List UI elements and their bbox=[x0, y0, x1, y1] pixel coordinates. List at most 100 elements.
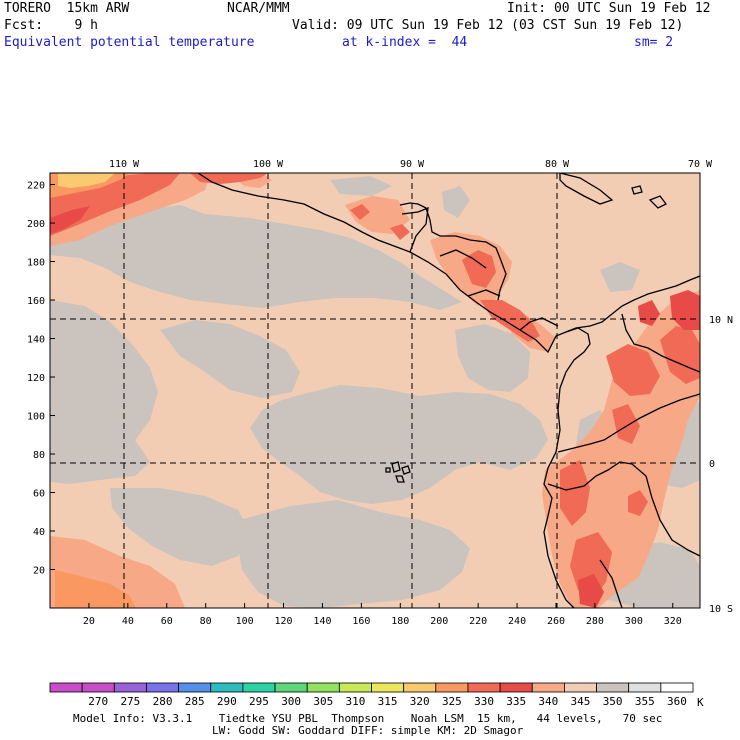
colorbar-swatch bbox=[660, 682, 694, 693]
field-shading bbox=[50, 173, 700, 608]
y-tick-label: 180 bbox=[27, 258, 45, 269]
colorbar-swatch bbox=[81, 682, 115, 693]
border-peru-bolivia bbox=[599, 559, 623, 608]
y-tick-label: 120 bbox=[27, 373, 45, 384]
colorbar-label: 335 bbox=[506, 695, 526, 708]
colorbar-swatch bbox=[113, 682, 147, 693]
colorbar-label: 290 bbox=[217, 695, 237, 708]
init-time: Init: 00 UTC Sun 19 Feb 12 bbox=[507, 1, 711, 16]
colorbar-label: 285 bbox=[185, 695, 205, 708]
colorbar-label: 300 bbox=[281, 695, 301, 708]
tick-marks: 20 40 60 80 100 120 140 160 180 200 220 20 40 60 80 100… bbox=[27, 181, 682, 627]
border-colombia-venezuela bbox=[621, 313, 700, 373]
colorbar-swatch bbox=[338, 682, 372, 693]
model-info-line1: Model Info: V3.3.1 Tiedtke YSU PBL Thomp… bbox=[73, 712, 663, 725]
org-label: NCAR/MMM bbox=[227, 1, 290, 16]
coastlines bbox=[197, 173, 700, 608]
colorbar-swatch bbox=[531, 682, 565, 693]
y-tick-label: 40 bbox=[33, 527, 45, 538]
field-name: Equivalent potential temperature bbox=[4, 35, 255, 50]
border-panama bbox=[519, 317, 559, 331]
island-1 bbox=[648, 195, 667, 209]
colorbar-swatch bbox=[210, 682, 244, 693]
border-ecuador-peru bbox=[547, 461, 633, 491]
x-tick-label: 40 bbox=[122, 616, 134, 627]
colorbar-swatch bbox=[49, 682, 83, 693]
y-tick-label: 80 bbox=[33, 450, 45, 461]
galapagos-3 bbox=[395, 475, 405, 483]
colorbar-label: 345 bbox=[571, 695, 591, 708]
valid-time: Valid: 09 UTC Sun 19 Feb 12 (03 CST Sun … bbox=[292, 18, 684, 33]
x-tick-label: 200 bbox=[430, 616, 448, 627]
x-tick-label: 280 bbox=[586, 616, 604, 627]
model-info-line2: LW: Godd SW: Goddard DIFF: simple KM: 2D… bbox=[212, 724, 524, 737]
lat-label-10s: 10 S bbox=[709, 604, 733, 615]
colorbar-swatch bbox=[435, 682, 469, 693]
smoothing-label: sm= 2 bbox=[634, 35, 674, 50]
y-tick-label: 140 bbox=[27, 335, 45, 346]
lat-label-0: 0 bbox=[709, 459, 715, 470]
x-tick-label: 100 bbox=[236, 616, 254, 627]
model-title: TORERO 15km ARW bbox=[4, 1, 130, 16]
y-tick-label: 200 bbox=[27, 219, 45, 230]
colorbar-swatch bbox=[564, 682, 597, 693]
colorbar: 270 275 280 285 290 295 300 305 310 315 320 325 330 3… bbox=[49, 682, 694, 708]
x-tick-label: 120 bbox=[275, 616, 293, 627]
yucatan-coast bbox=[399, 202, 507, 301]
x-tick-label: 220 bbox=[469, 616, 487, 627]
x-tick-label: 160 bbox=[352, 616, 370, 627]
border-peru-brazil bbox=[631, 463, 700, 557]
x-tick-label: 260 bbox=[547, 616, 565, 627]
x-tick-label: 60 bbox=[161, 616, 173, 627]
border-nicaragua bbox=[467, 289, 501, 297]
colorbar-label: 340 bbox=[538, 695, 558, 708]
colorbar-swatch bbox=[242, 682, 276, 693]
border-honduras bbox=[439, 249, 487, 269]
colorbar-label: 305 bbox=[313, 695, 333, 708]
colorbar-swatch bbox=[306, 682, 340, 693]
y-tick-label: 160 bbox=[27, 296, 45, 307]
colorbar-label: 270 bbox=[88, 695, 108, 708]
lon-label-80w: 80 W bbox=[545, 159, 570, 170]
x-tick-label: 20 bbox=[83, 616, 95, 627]
lat-lon-grid bbox=[50, 173, 700, 608]
colorbar-swatch bbox=[146, 682, 179, 693]
colorbar-swatch bbox=[403, 682, 437, 693]
colorbar-label: 280 bbox=[153, 695, 173, 708]
colorbar-swatch bbox=[467, 682, 501, 693]
colorbar-label: 310 bbox=[345, 695, 365, 708]
y-tick-label: 220 bbox=[27, 181, 45, 192]
x-tick-label: 180 bbox=[391, 616, 409, 627]
colorbar-label: 275 bbox=[120, 695, 140, 708]
plot-frame bbox=[49, 172, 701, 609]
lon-label-110w: 110 W bbox=[109, 159, 140, 170]
mexico-coast bbox=[197, 173, 591, 608]
colorbar-swatch bbox=[596, 682, 630, 693]
x-tick-label: 240 bbox=[508, 616, 526, 627]
colorbar-label: 330 bbox=[474, 695, 494, 708]
y-tick-label: 60 bbox=[33, 489, 45, 500]
galapagos-2 bbox=[401, 465, 411, 475]
colorbar-label: 360 bbox=[667, 695, 687, 708]
colorbar-swatch bbox=[274, 682, 308, 693]
colorbar-label: 350 bbox=[603, 695, 623, 708]
level-label: at k-index = 44 bbox=[342, 35, 468, 50]
y-tick-label: 20 bbox=[33, 566, 45, 577]
colorbar-swatch bbox=[371, 682, 405, 693]
cuba-coast bbox=[559, 173, 614, 205]
forecast-hour: Fcst: 9 h bbox=[4, 18, 98, 33]
island-2 bbox=[631, 185, 643, 195]
lat-label-10n: 10 N bbox=[709, 315, 733, 326]
lon-label-100w: 100 W bbox=[253, 159, 284, 170]
lat-labels: 10 N 0 10 S bbox=[709, 315, 733, 615]
border-colombia-ecuador bbox=[557, 393, 700, 453]
x-tick-label: 140 bbox=[313, 616, 331, 627]
colorbar-swatch bbox=[499, 682, 533, 693]
x-tick-label: 300 bbox=[625, 616, 643, 627]
y-tick-label: 100 bbox=[27, 412, 45, 423]
colorbar-label: 355 bbox=[635, 695, 655, 708]
colorbar-label: 315 bbox=[378, 695, 398, 708]
colorbar-unit: K bbox=[697, 696, 704, 709]
colorbar-label: 295 bbox=[249, 695, 269, 708]
